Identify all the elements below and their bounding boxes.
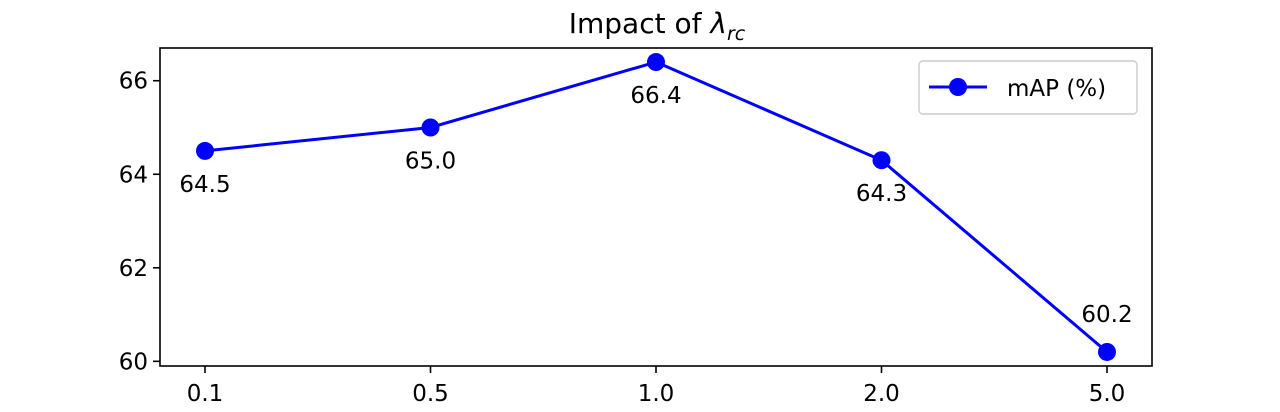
- data-point-1.0: [647, 53, 665, 72]
- y-tick-label: 64: [119, 162, 148, 188]
- x-tick-label: 5.0: [1089, 381, 1126, 407]
- x-axis: 0.1 0.5 1.0 2.0 5.0: [187, 366, 1126, 407]
- x-tick-label: 1.0: [638, 381, 675, 407]
- chart-title-main: Impact of: [569, 7, 711, 40]
- series-layer: [196, 53, 1116, 361]
- y-axis: 60 62 64 66: [119, 69, 160, 375]
- data-label: 64.5: [179, 172, 230, 198]
- data-label: 60.2: [1081, 302, 1132, 328]
- chart-title-symbol: λ: [708, 7, 727, 40]
- legend-box: [918, 60, 1138, 115]
- x-tick-label: 2.0: [863, 381, 900, 407]
- legend: mAP (%): [918, 60, 1138, 115]
- x-tick-label: 0.1: [187, 381, 224, 407]
- data-labels: 64.5 65.0 66.4 64.3 60.2: [179, 83, 1132, 328]
- data-point-0.1: [196, 141, 214, 160]
- legend-label: mAP (%): [1007, 76, 1106, 102]
- data-point-0.5: [421, 118, 440, 137]
- svg-text:Impact of λrc: Impact of λrc: [569, 7, 746, 45]
- chart-title-subscript: rc: [727, 23, 746, 45]
- data-label: 64.3: [856, 181, 907, 207]
- data-label: 65.0: [405, 149, 456, 175]
- y-tick-label: 62: [119, 256, 148, 282]
- data-point-5.0: [1098, 342, 1116, 361]
- data-point-2.0: [872, 151, 891, 170]
- chart-title: Impact of λrc: [569, 7, 746, 45]
- y-tick-label: 66: [119, 69, 148, 95]
- legend-marker-swatch: [949, 78, 967, 96]
- y-tick-label: 60: [119, 349, 148, 375]
- x-tick-label: 0.5: [412, 381, 449, 407]
- data-label: 66.4: [630, 83, 681, 109]
